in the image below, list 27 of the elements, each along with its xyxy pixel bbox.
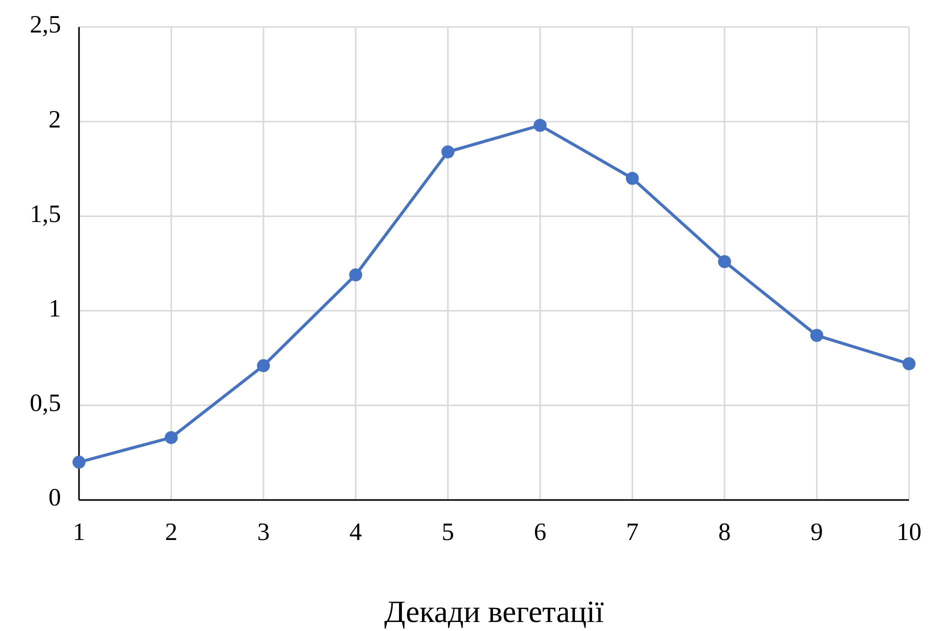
x-tick-label: 10: [896, 519, 922, 546]
x-tick-label: 7: [626, 519, 639, 546]
point: [349, 268, 362, 282]
y-tick-label: 2: [48, 106, 61, 134]
point: [902, 357, 916, 370]
x-tick-label: 2: [164, 519, 178, 546]
x-tick-label: 9: [810, 519, 824, 546]
point: [534, 118, 547, 132]
point: [256, 359, 270, 372]
y-tick-label: 1,5: [30, 200, 61, 228]
point: [72, 456, 86, 469]
y-tick-label: 2,5: [30, 12, 61, 39]
x-axis-title: Декади вегетації: [384, 594, 604, 629]
x-tick-label: 8: [718, 519, 731, 546]
point: [718, 255, 732, 268]
x-tick-label: 5: [442, 519, 454, 546]
y-tick-label: 0: [48, 484, 61, 512]
point: [164, 431, 178, 444]
point: [626, 172, 639, 185]
x-tick-label: 6: [534, 519, 546, 546]
y-tick-label: 0,5: [30, 390, 61, 418]
point: [441, 145, 454, 158]
x-tick-label: 3: [257, 519, 270, 546]
point: [810, 328, 824, 342]
y-tick-label: 1: [48, 296, 61, 323]
x-tick-label: 4: [349, 519, 362, 546]
x-tick-label: 1: [72, 519, 86, 546]
